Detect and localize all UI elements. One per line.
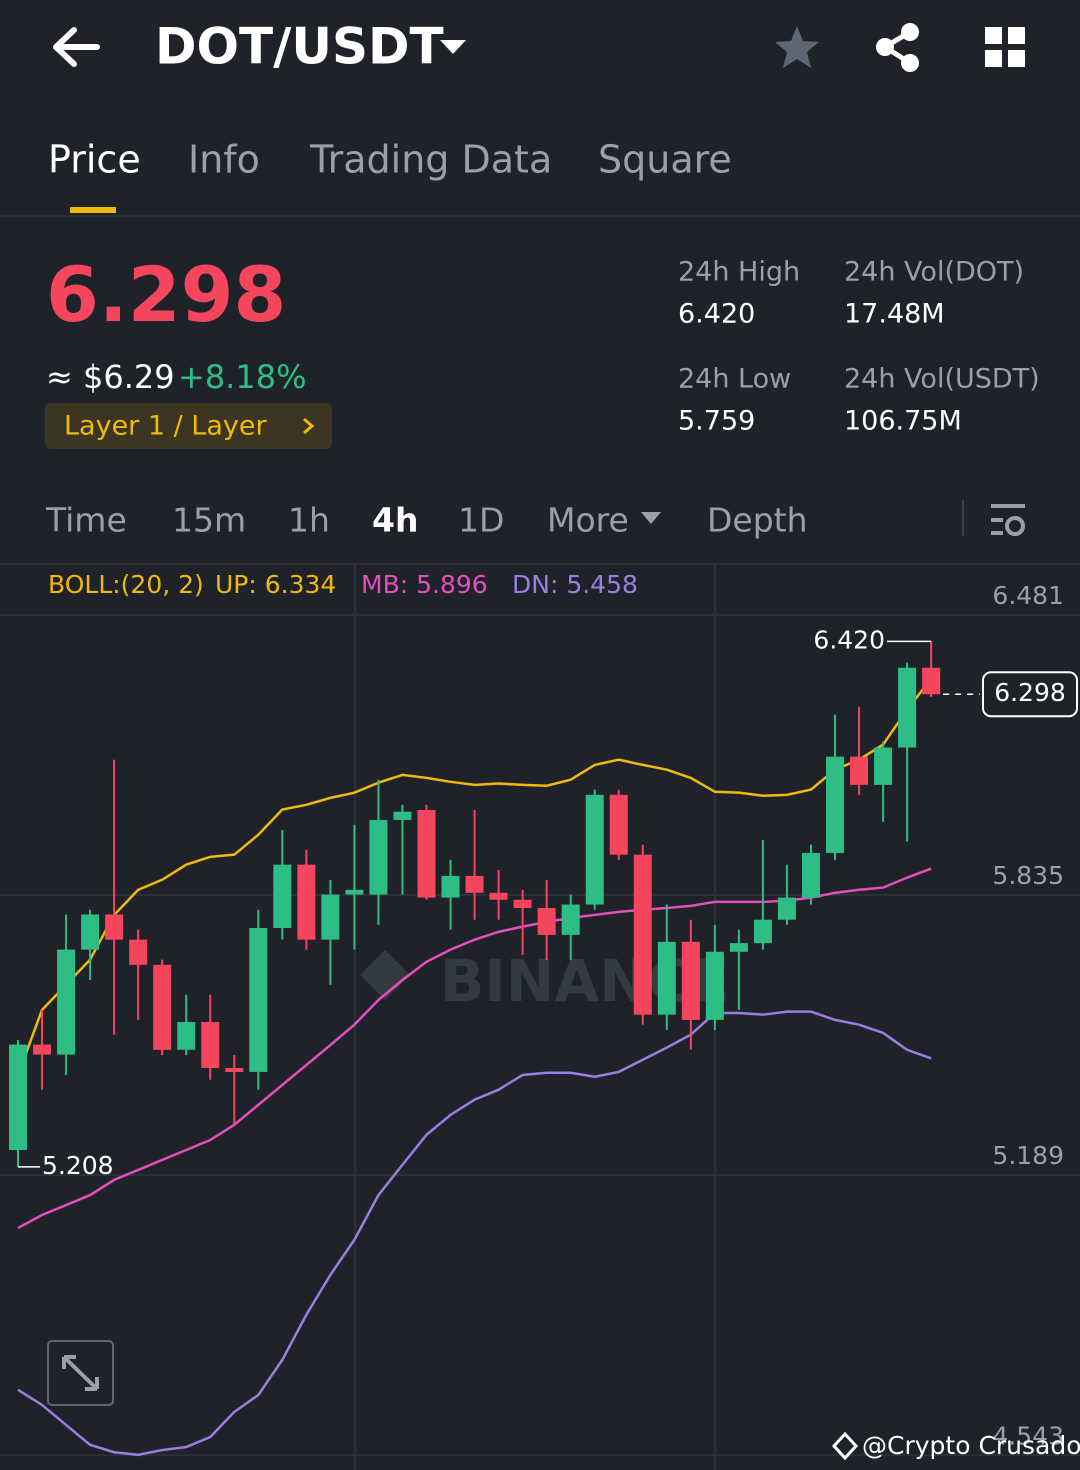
expand-icon: [62, 1355, 99, 1391]
tag-text: Layer 1 / Layer: [64, 411, 267, 442]
candle-body: [393, 811, 412, 820]
candle-body: [922, 667, 941, 695]
menu-icon[interactable]: [985, 27, 1025, 67]
candle-body: [465, 875, 484, 893]
candle-body: [705, 951, 724, 1020]
interval[interactable]: 4h: [372, 501, 418, 540]
candle-body: [177, 1022, 196, 1050]
stat-value: 17.48M: [844, 299, 945, 330]
last-price-box: [982, 671, 1078, 718]
candle-body: [273, 864, 292, 928]
stat-value: 6.420: [678, 299, 755, 330]
candle-body: [801, 852, 820, 898]
candle-body: [297, 864, 316, 940]
stat-label: 24h High: [678, 257, 800, 288]
candle-body: [729, 943, 748, 952]
low-label: 5.208: [42, 1151, 114, 1180]
candle-body: [633, 854, 652, 1015]
tab[interactable]: Price: [48, 138, 141, 182]
last-price-label: 6.298: [994, 678, 1066, 707]
candle-body: [850, 756, 869, 785]
tab[interactable]: Info: [188, 138, 260, 182]
pair-title[interactable]: DOT/USDT: [155, 18, 444, 76]
candle-body: [489, 892, 508, 900]
last-price: 6.298: [46, 250, 286, 339]
interval[interactable]: 1h: [288, 501, 330, 540]
tag-chip[interactable]: [45, 403, 332, 449]
candle-body: [105, 914, 124, 940]
favorite-icon[interactable]: [775, 26, 819, 68]
candle-body: [513, 899, 532, 909]
expand-button[interactable]: [47, 1340, 114, 1406]
candle-body: [753, 919, 772, 944]
candle-body: [201, 1022, 220, 1069]
candle-body: [153, 964, 172, 1050]
candle-body: [826, 756, 845, 853]
candle-body: [585, 794, 604, 905]
candle-body: [81, 914, 100, 950]
approx-price: ≈ $6.29: [46, 358, 175, 396]
candle-body: [657, 941, 676, 1015]
chart-settings-icon[interactable]: [991, 504, 1025, 536]
tab[interactable]: Trading Data: [309, 138, 552, 182]
stat-label: 24h Low: [678, 364, 791, 395]
interval[interactable]: Time: [45, 501, 127, 540]
candle-body: [321, 894, 340, 940]
y-tick-label: 6.481: [992, 581, 1064, 610]
y-tick-label: 5.835: [992, 861, 1064, 890]
share-icon[interactable]: [876, 23, 919, 72]
candle-body: [9, 1044, 27, 1150]
interval[interactable]: 15m: [172, 501, 246, 540]
credit-logo: [831, 1431, 859, 1461]
candle-body: [249, 927, 268, 1072]
candle-body: [57, 949, 76, 1055]
candle-body: [898, 667, 917, 748]
candle-body: [609, 794, 628, 855]
boll-up-line: [16, 677, 933, 1076]
interval[interactable]: More: [547, 501, 629, 540]
high-label: 6.420: [813, 625, 885, 654]
candle-body: [345, 889, 364, 895]
candle-body: [129, 939, 148, 965]
watermark: BINANCE: [440, 947, 730, 1015]
stat-label: 24h Vol(USDT): [844, 364, 1040, 395]
candle-body: [874, 747, 893, 785]
candle-body: [681, 941, 700, 1020]
candle-body: [33, 1044, 52, 1055]
candle-body: [369, 819, 388, 895]
tag-arrow: [303, 417, 315, 435]
candle-body: [441, 875, 460, 898]
back-button[interactable]: [53, 27, 100, 67]
boll-up-label: UP: 6.334: [215, 570, 336, 599]
candle-body: [777, 897, 796, 920]
price-change: +8.18%: [178, 358, 306, 396]
candle-body: [561, 904, 580, 935]
tab-indicator: [70, 207, 116, 213]
y-tick-label: 4.543: [992, 1421, 1064, 1450]
boll-dn-label: DN: 5.458: [512, 570, 638, 599]
boll-dn-line: [17, 1010, 932, 1457]
stat-value: 106.75M: [844, 406, 962, 437]
candle-body: [537, 908, 556, 935]
stat-value: 5.759: [678, 406, 755, 437]
interval[interactable]: 1D: [458, 501, 504, 540]
y-tick-label: 5.189: [992, 1141, 1064, 1170]
more-dropdown[interactable]: [641, 512, 661, 524]
boll-label: BOLL:(20, 2): [48, 570, 204, 599]
candle-body: [225, 1068, 244, 1072]
interval[interactable]: Depth: [707, 501, 808, 540]
pair-dropdown[interactable]: [440, 40, 466, 54]
stat-label: 24h Vol(DOT): [844, 257, 1024, 288]
tab[interactable]: Square: [598, 138, 732, 182]
candle-body: [417, 810, 436, 898]
boll-mb-label: MB: 5.896: [361, 570, 488, 599]
watermark-logo: [360, 950, 410, 1000]
credit: @Crypto Crusador: [862, 1431, 1080, 1460]
